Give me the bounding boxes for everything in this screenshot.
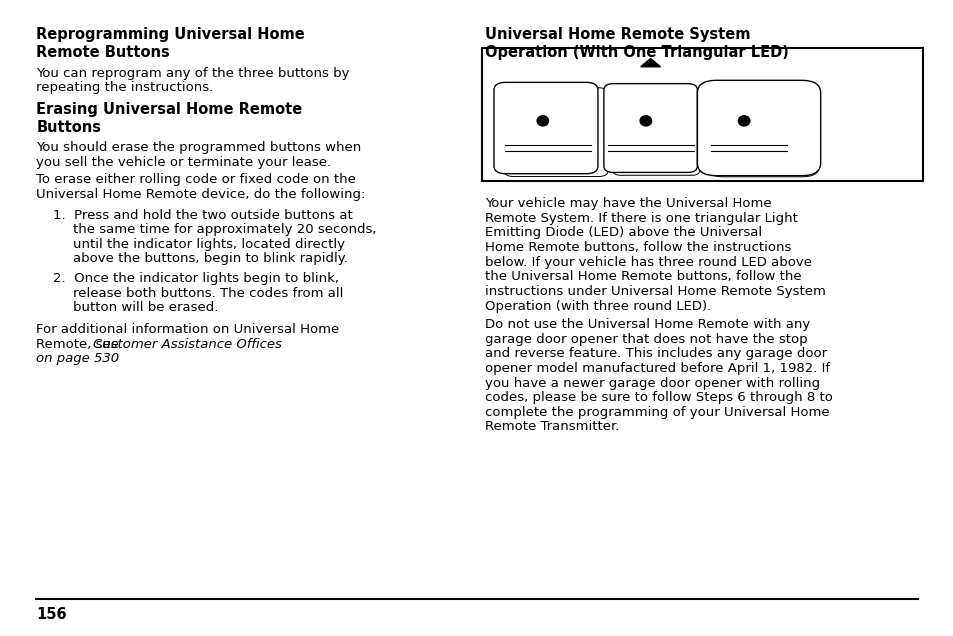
Text: you sell the vehicle or terminate your lease.: you sell the vehicle or terminate your l… [36,156,331,169]
Text: 2.  Once the indicator lights begin to blink,: 2. Once the indicator lights begin to bl… [53,272,339,285]
Ellipse shape [537,116,548,126]
Text: Remote System. If there is one triangular Light: Remote System. If there is one triangula… [484,212,797,225]
Text: 156: 156 [36,607,67,623]
Text: You can reprogram any of the three buttons by: You can reprogram any of the three butto… [36,67,350,80]
Text: Your vehicle may have the Universal Home: Your vehicle may have the Universal Home [484,197,770,210]
Text: You should erase the programmed buttons when: You should erase the programmed buttons … [36,141,361,154]
Text: Operation (With One Triangular LED): Operation (With One Triangular LED) [484,45,788,60]
Text: release both buttons. The codes from all: release both buttons. The codes from all [72,287,342,300]
Text: garage door opener that does not have the stop: garage door opener that does not have th… [484,333,806,345]
Text: the Universal Home Remote buttons, follow the: the Universal Home Remote buttons, follo… [484,270,801,283]
Polygon shape [640,59,659,67]
Text: Erasing Universal Home Remote: Erasing Universal Home Remote [36,102,302,117]
Text: Emitting Diode (LED) above the Universal: Emitting Diode (LED) above the Universal [484,226,760,239]
Text: For additional information on Universal Home: For additional information on Universal … [36,323,339,336]
Text: 1.  Press and hold the two outside buttons at: 1. Press and hold the two outside button… [53,209,353,221]
Ellipse shape [639,116,651,126]
Text: Remote Transmitter.: Remote Transmitter. [484,420,618,433]
Text: codes, please be sure to follow Steps 6 through 8 to: codes, please be sure to follow Steps 6 … [484,391,832,404]
Text: until the indicator lights, located directly: until the indicator lights, located dire… [72,238,344,251]
Text: instructions under Universal Home Remote System: instructions under Universal Home Remote… [484,285,824,298]
Text: opener model manufactured before April 1, 1982. If: opener model manufactured before April 1… [484,362,829,375]
Text: button will be erased.: button will be erased. [72,301,217,314]
Text: Do not use the Universal Home Remote with any: Do not use the Universal Home Remote wit… [484,318,809,331]
Text: repeating the instructions.: repeating the instructions. [36,81,213,94]
Text: Universal Home Remote device, do the following:: Universal Home Remote device, do the fol… [36,188,365,200]
Text: complete the programming of your Universal Home: complete the programming of your Univers… [484,406,828,418]
FancyBboxPatch shape [494,82,598,174]
Text: Remote, see: Remote, see [36,338,123,350]
Bar [481,48,922,181]
Text: on page 530: on page 530 [36,352,119,365]
FancyBboxPatch shape [603,83,697,172]
Ellipse shape [738,116,749,126]
FancyBboxPatch shape [697,80,820,176]
Text: To erase either rolling code or fixed code on the: To erase either rolling code or fixed co… [36,173,355,186]
Text: below. If your vehicle has three round LED above: below. If your vehicle has three round L… [484,256,811,268]
Text: the same time for approximately 20 seconds,: the same time for approximately 20 secon… [72,223,375,236]
Text: Remote Buttons: Remote Buttons [36,45,170,60]
Text: Operation (with three round LED).: Operation (with three round LED). [484,300,710,312]
Text: Reprogramming Universal Home: Reprogramming Universal Home [36,27,305,42]
Text: Buttons: Buttons [36,120,101,135]
Text: Home Remote buttons, follow the instructions: Home Remote buttons, follow the instruct… [484,241,790,254]
Text: above the buttons, begin to blink rapidly.: above the buttons, begin to blink rapidl… [72,252,347,265]
Text: Universal Home Remote System: Universal Home Remote System [484,27,749,42]
Text: .: . [112,352,116,365]
Text: Customer Assistance Offices: Customer Assistance Offices [92,338,281,350]
Text: you have a newer garage door opener with rolling: you have a newer garage door opener with… [484,377,819,389]
Text: and reverse feature. This includes any garage door: and reverse feature. This includes any g… [484,347,826,360]
